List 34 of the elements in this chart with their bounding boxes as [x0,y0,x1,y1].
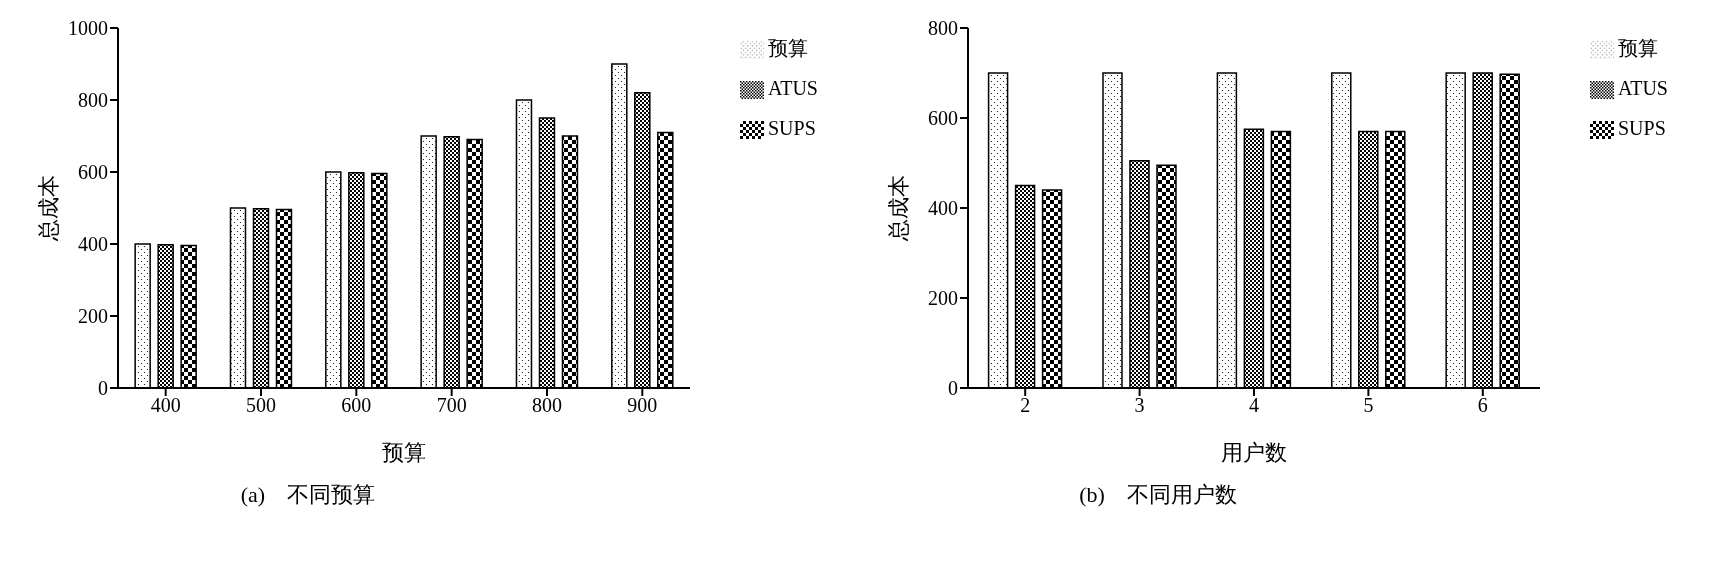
x-axis-title: 用户数 [1220,440,1287,465]
y-axis-title: 总成本 [885,175,911,242]
y-tick-label: 200 [78,305,108,328]
y-tick-label: 200 [928,287,958,310]
text: (b) 不同用户数 [1078,481,1238,509]
y-tick-label: 600 [78,161,108,184]
x-tick-label: 800 [531,394,562,417]
text: (a) 不同预算 [239,481,377,509]
legend-label: SUPS [1617,117,1666,139]
legend-label: ATUS [767,77,818,99]
legend-label: 预算 [767,37,808,59]
x-tick-label: 4 [1248,394,1259,417]
y-tick-label: 0 [98,377,108,400]
y-tick-label: 1000 [68,17,108,40]
legend-label: 预算 [1617,37,1658,59]
x-tick-label: 5 [1363,394,1374,417]
y-tick-label: 0 [948,377,958,400]
legend-label: SUPS [767,117,816,139]
y-tick-label: 400 [78,233,108,256]
x-tick-label: 6 [1477,394,1488,417]
x-tick-label: 2 [1020,394,1031,417]
x-tick-label: 400 [150,394,181,417]
x-tick-label: 500 [246,394,276,417]
y-axis-title: 总成本 [35,175,61,242]
y-tick-label: 400 [928,197,958,220]
y-tick-label: 800 [78,89,108,112]
x-tick-label: 900 [627,394,658,417]
y-tick-label: 600 [928,107,958,130]
legend-label: ATUS [1617,77,1668,99]
x-axis-title: 预算 [381,440,426,465]
x-tick-label: 700 [436,394,467,417]
x-tick-label: 600 [341,394,372,417]
y-tick-label: 800 [928,17,958,40]
x-tick-label: 3 [1134,394,1145,417]
